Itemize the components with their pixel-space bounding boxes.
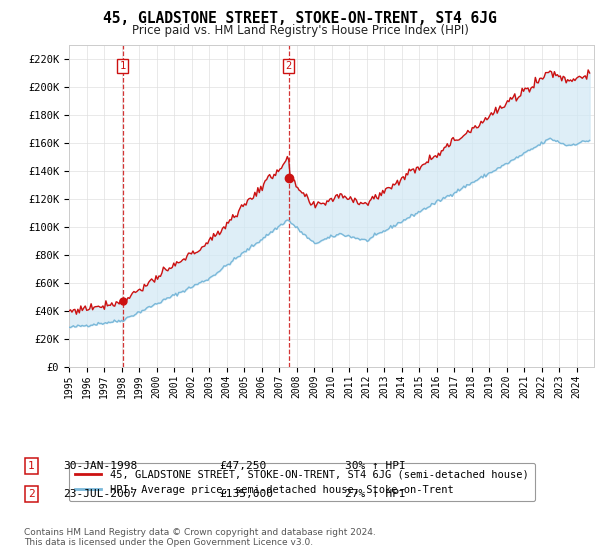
Text: 45, GLADSTONE STREET, STOKE-ON-TRENT, ST4 6JG: 45, GLADSTONE STREET, STOKE-ON-TRENT, ST… xyxy=(103,11,497,26)
Text: £47,250: £47,250 xyxy=(219,461,266,471)
Text: 1: 1 xyxy=(28,461,35,471)
Text: Contains HM Land Registry data © Crown copyright and database right 2024.
This d: Contains HM Land Registry data © Crown c… xyxy=(24,528,376,547)
Text: 1: 1 xyxy=(120,61,126,71)
Text: 2: 2 xyxy=(286,61,292,71)
Legend: 45, GLADSTONE STREET, STOKE-ON-TRENT, ST4 6JG (semi-detached house), HPI: Averag: 45, GLADSTONE STREET, STOKE-ON-TRENT, ST… xyxy=(69,464,535,501)
Text: 30% ↑ HPI: 30% ↑ HPI xyxy=(345,461,406,471)
Text: 27% ↑ HPI: 27% ↑ HPI xyxy=(345,489,406,499)
Text: 2: 2 xyxy=(28,489,35,499)
Text: £135,000: £135,000 xyxy=(219,489,273,499)
Text: 30-JAN-1998: 30-JAN-1998 xyxy=(63,461,137,471)
Text: 23-JUL-2007: 23-JUL-2007 xyxy=(63,489,137,499)
Text: Price paid vs. HM Land Registry's House Price Index (HPI): Price paid vs. HM Land Registry's House … xyxy=(131,24,469,37)
